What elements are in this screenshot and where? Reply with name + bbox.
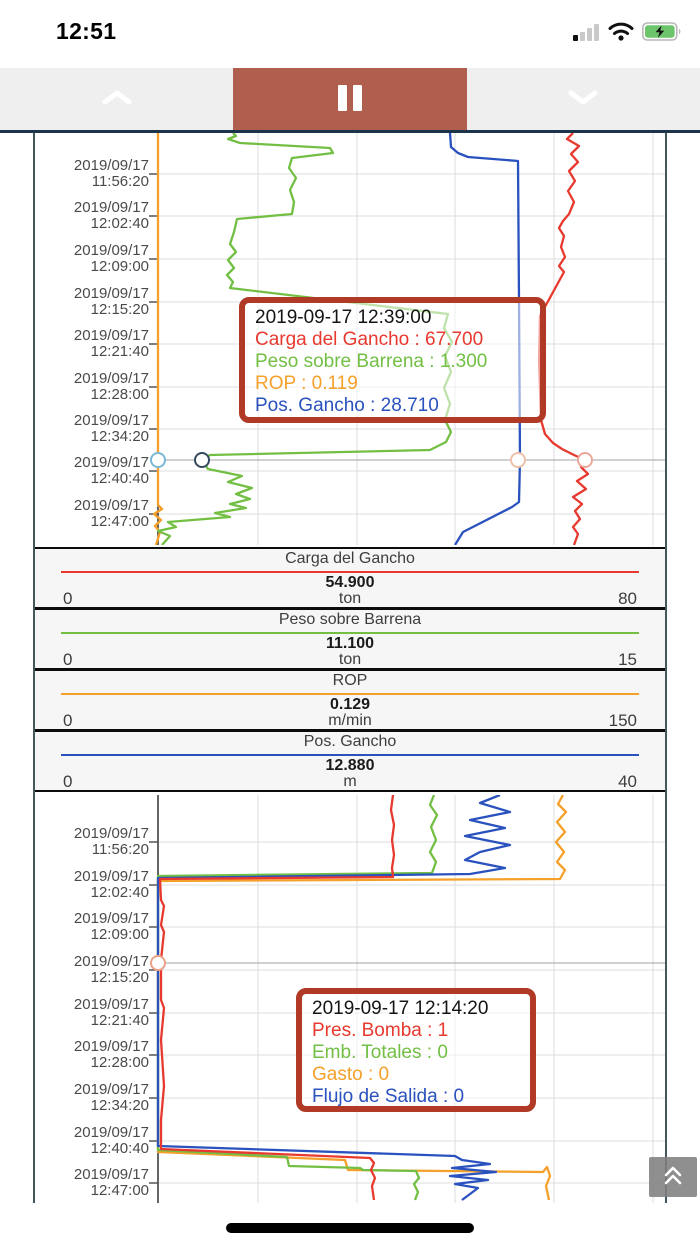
scroll-to-top-button[interactable] xyxy=(649,1157,697,1197)
scale-color-rule xyxy=(61,754,639,756)
chevron-down-icon xyxy=(567,89,599,109)
tooltip-title: 2019-09-17 12:14:20 xyxy=(312,998,489,1019)
crosshair-marker xyxy=(510,452,526,468)
scale-color-rule xyxy=(61,693,639,695)
scale-value: 0.129 xyxy=(329,696,371,713)
time-tick-label: 2019/09/17 12:40:40 xyxy=(73,1124,149,1157)
scale-title: ROP xyxy=(332,672,368,689)
scale-color-rule xyxy=(61,571,639,573)
scale-title: Peso sobre Barrena xyxy=(278,611,422,628)
pause-icon xyxy=(337,84,363,115)
series-rop xyxy=(152,133,164,545)
tooltip-row: Flujo de Salida : 0 xyxy=(312,1086,465,1107)
time-tick-label: 2019/09/17 12:15:20 xyxy=(73,953,149,986)
scale-panel-pos-gancho: Pos. Gancho 12.880 0 m 40 xyxy=(33,730,667,792)
chart-tooltip: 2019-09-17 12:14:20 Pres. Bomba : 1 Emb. … xyxy=(296,988,536,1112)
tooltip-row: Gasto : 0 xyxy=(312,1064,390,1085)
scale-panel-peso: Peso sobre Barrena 11.100 0 ton 15 xyxy=(33,608,667,670)
tooltip-row: Carga del Gancho : 67.700 xyxy=(255,329,484,350)
pump-chart-bottom[interactable]: 2019-09-17 12:14:20 Pres. Bomba : 1 Emb. … xyxy=(35,795,665,1203)
time-tick-label: 2019/09/17 12:02:40 xyxy=(73,868,149,901)
time-tick-label: 2019/09/17 12:28:00 xyxy=(73,370,149,403)
scale-min: 0 xyxy=(63,650,73,669)
scale-panel-rop: ROP 0.129 0 m/min 150 xyxy=(33,669,667,731)
time-tick-label: 2019/09/17 11:56:20 xyxy=(73,825,149,858)
scale-unit: m/min xyxy=(328,712,372,729)
wifi-icon xyxy=(608,22,634,46)
chevron-up-icon xyxy=(101,89,133,109)
pause-button[interactable] xyxy=(233,68,467,130)
scale-value: 12.880 xyxy=(325,757,375,774)
time-tick-label: 2019/09/17 12:34:20 xyxy=(73,1081,149,1114)
tooltip-row: Peso sobre Barrena : 1.300 xyxy=(255,351,488,372)
drilling-chart-top[interactable]: 2019-09-17 12:39:00 Carga del Gancho : 6… xyxy=(35,133,665,545)
scale-min: 0 xyxy=(63,772,73,791)
time-tick-label: 2019/09/17 12:21:40 xyxy=(73,327,149,360)
home-indicator xyxy=(226,1223,474,1233)
scale-max: 150 xyxy=(608,711,637,730)
double-chevron-up-icon xyxy=(659,1164,687,1191)
tooltip-row: Emb. Totales : 0 xyxy=(312,1042,448,1063)
scale-max: 40 xyxy=(618,772,637,791)
scroll-down-button[interactable] xyxy=(466,68,700,130)
scale-panel-carga: Carga del Gancho 54.900 0 ton 80 xyxy=(33,547,667,609)
chart-toolbar xyxy=(0,68,700,133)
series-gasto xyxy=(156,795,568,1201)
time-tick-label: 2019/09/17 12:09:00 xyxy=(73,910,149,943)
scale-max: 80 xyxy=(618,589,637,608)
crosshair-marker xyxy=(150,955,166,971)
series-emb-totales xyxy=(156,795,439,1201)
scroll-up-button[interactable] xyxy=(0,68,234,130)
signal-icon xyxy=(573,23,600,46)
chart-canvas xyxy=(149,795,665,1203)
time-tick-label: 2019/09/17 12:09:00 xyxy=(73,242,149,275)
scale-title: Pos. Gancho xyxy=(303,733,397,750)
battery-charging-icon xyxy=(642,22,682,46)
status-time: 12:51 xyxy=(56,18,117,44)
crosshair-marker xyxy=(150,452,166,468)
time-tick-label: 2019/09/17 12:15:20 xyxy=(73,285,149,318)
scale-max: 15 xyxy=(618,650,637,669)
content-border-left xyxy=(33,133,35,1203)
time-tick-label: 2019/09/17 12:40:40 xyxy=(73,454,149,487)
scale-min: 0 xyxy=(63,589,73,608)
time-tick-label: 2019/09/17 11:56:20 xyxy=(73,157,149,190)
time-tick-label: 2019/09/17 12:28:00 xyxy=(73,1038,149,1071)
tooltip-row: Pres. Bomba : 1 xyxy=(312,1020,449,1041)
scale-unit: ton xyxy=(338,590,362,607)
time-tick-label: 2019/09/17 12:34:20 xyxy=(73,412,149,445)
crosshair-marker xyxy=(577,452,593,468)
scale-value: 11.100 xyxy=(325,635,375,652)
scale-unit: ton xyxy=(338,651,362,668)
status-bar: 12:51 xyxy=(0,0,700,60)
scale-min: 0 xyxy=(63,711,73,730)
scale-value: 54.900 xyxy=(325,574,375,591)
series-flujo-de-salida xyxy=(156,795,512,1201)
tooltip-row: ROP : 0.119 xyxy=(255,373,358,394)
scale-color-rule xyxy=(61,632,639,634)
time-tick-label: 2019/09/17 12:47:00 xyxy=(73,497,149,530)
tooltip-title: 2019-09-17 12:39:00 xyxy=(255,307,432,328)
chart-tooltip: 2019-09-17 12:39:00 Carga del Gancho : 6… xyxy=(239,297,546,423)
tooltip-row: Pos. Gancho : 28.710 xyxy=(255,395,439,416)
time-tick-label: 2019/09/17 12:21:40 xyxy=(73,996,149,1029)
scale-title: Carga del Gancho xyxy=(285,550,415,567)
time-tick-label: 2019/09/17 12:02:40 xyxy=(73,199,149,232)
content-border-right xyxy=(665,133,667,1203)
crosshair-marker xyxy=(194,452,210,468)
scale-unit: m xyxy=(343,773,357,790)
time-tick-label: 2019/09/17 12:47:00 xyxy=(73,1166,149,1199)
series-carga-del-gancho xyxy=(537,133,590,545)
